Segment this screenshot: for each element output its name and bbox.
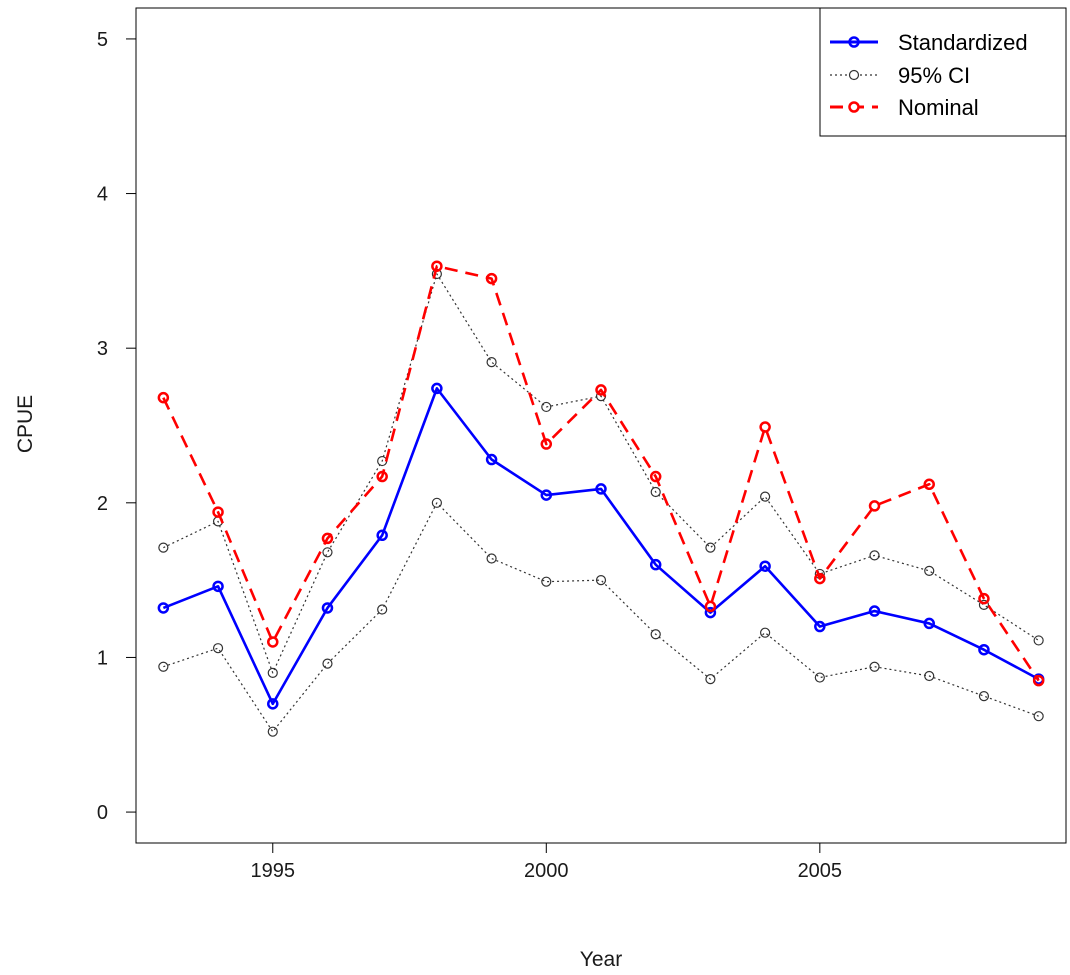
ci-upper-point	[486, 357, 497, 368]
standardized-point	[814, 620, 826, 633]
standardized-point	[157, 602, 170, 614]
ci-upper-point	[541, 401, 552, 413]
plot-frame	[135, 7, 1067, 844]
ci-lower-point	[869, 661, 880, 672]
legend-marker-95-ci	[848, 69, 860, 81]
ci-upper-point	[869, 550, 880, 561]
y-tick-label: 3	[97, 338, 108, 360]
nominal-point	[540, 438, 553, 450]
y-tick-label: 4	[97, 184, 108, 206]
legend-item-nominal: Nominal	[830, 95, 979, 120]
y-tick-label: 2	[97, 493, 108, 515]
standardized-point	[376, 529, 388, 542]
axes: 1995 2000 2005 0 1 2 3 4 5	[97, 29, 842, 882]
ci-lower-point	[650, 629, 661, 640]
legend-label-nominal: Nominal	[898, 95, 979, 120]
y-axis-title: CPUE	[14, 395, 37, 453]
standardized-point	[923, 617, 935, 630]
x-axis-title: Year	[580, 948, 622, 971]
ci-upper-point	[267, 667, 278, 679]
nominal-point	[485, 272, 498, 285]
ci-lower-line	[163, 502, 1039, 733]
ci-lower-point	[431, 497, 442, 508]
nominal-point	[1032, 674, 1045, 687]
ci-lower-point	[705, 673, 716, 685]
ci-lower-point	[924, 670, 935, 682]
nominal-point	[649, 470, 662, 483]
ci-lower-point	[1033, 711, 1044, 722]
ci-lower-point	[541, 576, 552, 587]
ci-upper-point	[158, 542, 169, 553]
ci-lower-point	[595, 575, 607, 586]
ci-lower-point	[322, 658, 333, 669]
standardized-point	[321, 602, 334, 614]
x-tick-label: 2005	[798, 860, 843, 882]
nominal-point	[759, 421, 771, 433]
x-tick-label: 1995	[251, 860, 296, 882]
y-tick-label: 5	[97, 29, 108, 51]
y-tick-label: 1	[97, 647, 108, 669]
nominal-point	[868, 500, 881, 512]
ci-lower-point	[158, 661, 169, 672]
ci-upper-point	[760, 491, 771, 502]
legend-item-standardized: Standardized	[830, 30, 1028, 55]
ci-lower-point	[377, 604, 388, 615]
nominal-point	[923, 478, 935, 491]
standardized-point	[759, 560, 771, 572]
standardized-point	[212, 580, 224, 593]
ci-upper-point	[322, 547, 333, 558]
ci-lower-point	[267, 726, 278, 737]
ci-upper-point	[978, 599, 990, 610]
standardized-point	[267, 698, 279, 710]
ci-lower-point	[212, 643, 224, 654]
nominal-point	[376, 470, 388, 483]
nominal-point	[431, 260, 443, 272]
ci-lower-point	[978, 691, 990, 702]
ci-upper-point	[924, 565, 935, 576]
standardized-point	[595, 483, 607, 495]
standardized-point	[704, 606, 717, 619]
x-tick-label: 2000	[524, 860, 569, 882]
ci-lower-point	[486, 553, 497, 564]
nominal-point	[595, 384, 607, 396]
ci-upper-point	[650, 486, 661, 498]
legend-label-standardized: Standardized	[898, 30, 1028, 55]
ci-lower-point	[814, 672, 825, 683]
standardized-point	[485, 453, 498, 466]
standardized-point	[868, 605, 881, 617]
nominal-point	[704, 600, 717, 613]
nominal-point	[157, 391, 170, 404]
nominal-point	[267, 636, 279, 648]
legend: Standardized 95% CI Nominal	[819, 7, 1067, 137]
nominal-point	[321, 532, 334, 545]
standardized-point	[649, 558, 662, 571]
nominal-point	[978, 592, 990, 605]
standardized-point	[978, 643, 990, 656]
nominal-point	[814, 572, 826, 585]
series-layer	[157, 260, 1045, 737]
legend-marker-standardized	[848, 36, 860, 48]
nominal-point	[212, 506, 224, 518]
nominal-line	[162, 264, 1040, 682]
legend-marker-nominal	[848, 101, 860, 113]
y-tick-label: 0	[97, 802, 108, 824]
legend-item-95-ci: 95% CI	[830, 63, 970, 88]
ci-upper-line	[163, 273, 1039, 674]
ci-upper-point	[705, 542, 716, 553]
legend-label-95-ci: 95% CI	[898, 63, 970, 88]
standardized-line	[162, 387, 1040, 706]
standardized-point	[431, 382, 443, 395]
ci-upper-point	[1033, 635, 1044, 646]
ci-lower-point	[760, 627, 771, 638]
legend-box	[819, 7, 1067, 137]
standardized-point	[540, 489, 553, 501]
